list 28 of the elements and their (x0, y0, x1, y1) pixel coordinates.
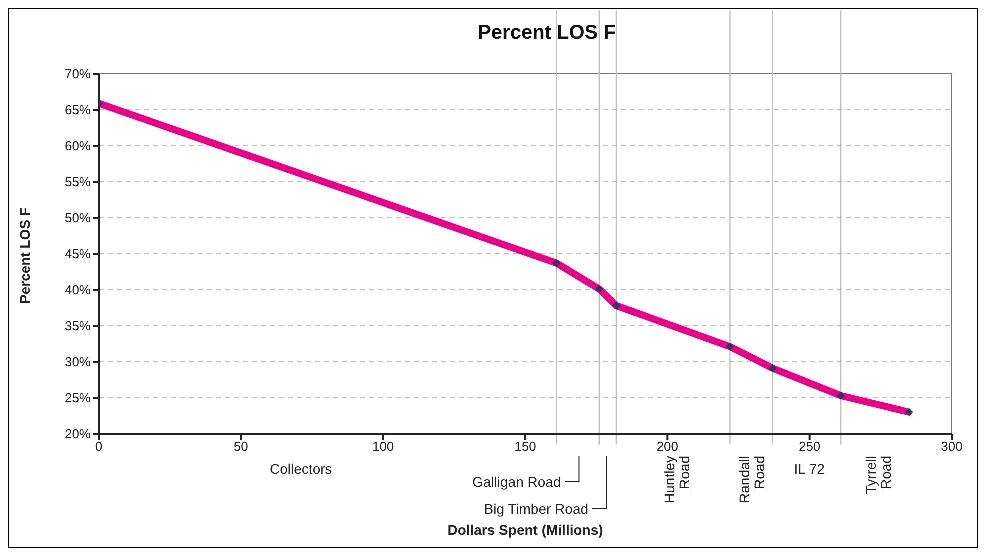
y-tick-label: 55% (64, 174, 92, 190)
y-tick-label: 65% (64, 102, 92, 118)
text: Tyrrell Road (862, 456, 894, 494)
y-axis-title: Percent LOS F (16, 207, 33, 304)
y-tick-label: 45% (64, 246, 92, 262)
y-tick-label: 35% (64, 318, 92, 334)
y-tick-label: 70% (64, 66, 92, 82)
x-tick-label: 250 (798, 439, 821, 454)
x-tick-label: 150 (514, 439, 536, 454)
x-axis-title: Dollars Spent (Millions) (448, 522, 604, 538)
x-tick-label: 200 (656, 439, 679, 454)
y-tick-label: 60% (64, 138, 92, 154)
y-tick-label: 40% (64, 282, 92, 298)
y-tick-label: 30% (64, 354, 92, 370)
x-tick-label: 50 (234, 439, 248, 454)
x-tick-label: 300 (941, 439, 963, 454)
text: Galligan Road (472, 474, 562, 490)
text: IL 72 (794, 461, 826, 477)
text: Big Timber Road (484, 501, 589, 517)
text: Huntley Road (661, 456, 692, 504)
y-tick-label: 20% (64, 426, 92, 442)
text: Collectors (270, 461, 332, 477)
x-tick-label: 0 (95, 439, 103, 454)
y-tick-label: 25% (64, 390, 92, 406)
x-tick-label: 100 (372, 439, 394, 454)
text: Randall Road (736, 456, 768, 504)
chart-title: Percent LOS F (478, 22, 616, 44)
y-tick-label: 50% (64, 210, 92, 226)
